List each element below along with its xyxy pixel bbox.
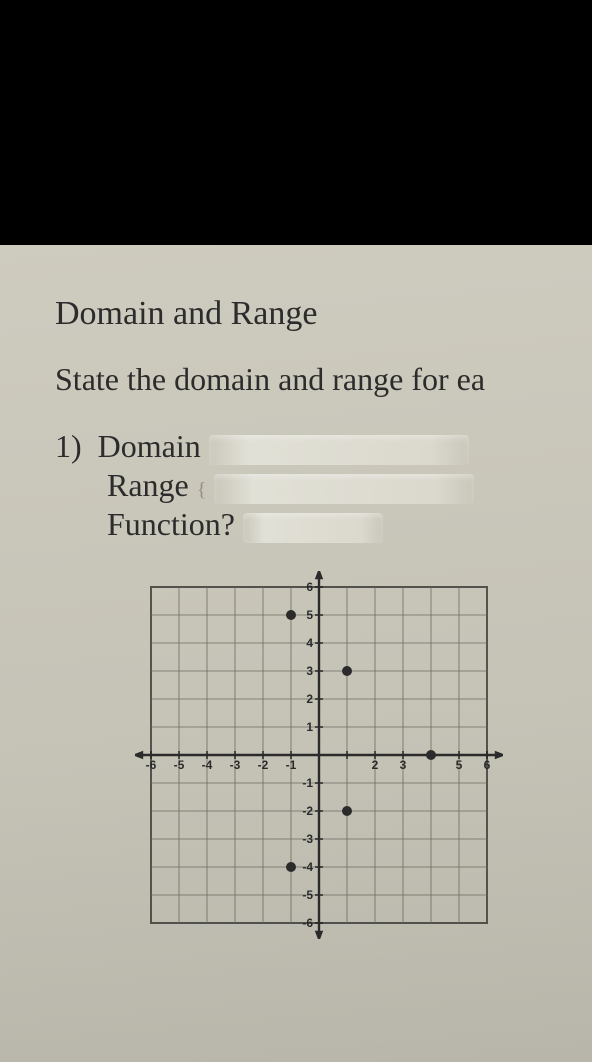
erased-answer-function [243, 513, 383, 543]
worksheet-title: Domain and Range [55, 295, 592, 333]
svg-text:2: 2 [306, 692, 313, 706]
black-letterbox [0, 0, 592, 245]
svg-text:3: 3 [306, 664, 313, 678]
erased-answer-domain [209, 435, 469, 465]
svg-text:-6: -6 [146, 758, 157, 772]
svg-text:3: 3 [400, 758, 407, 772]
svg-text:-1: -1 [286, 758, 297, 772]
domain-label: Domain [98, 428, 201, 464]
erased-answer-range [214, 474, 474, 504]
svg-text:-5: -5 [174, 758, 185, 772]
svg-text:4: 4 [306, 636, 313, 650]
svg-text:-5: -5 [302, 888, 313, 902]
svg-text:1: 1 [306, 720, 313, 734]
svg-text:-3: -3 [302, 832, 313, 846]
range-label: Range [107, 467, 189, 503]
svg-text:-6: -6 [302, 916, 313, 930]
svg-text:-4: -4 [202, 758, 213, 772]
function-label: Function? [107, 506, 235, 542]
svg-text:6: 6 [306, 580, 313, 594]
svg-text:-4: -4 [302, 860, 313, 874]
question-1: 1) Domain Range { Function? [55, 428, 592, 543]
svg-text:-3: -3 [230, 758, 241, 772]
svg-text:-1: -1 [302, 776, 313, 790]
instruction-text: State the domain and range for ea [55, 361, 592, 398]
range-brace-hint: { [197, 479, 207, 501]
worksheet-paper: Domain and Range State the domain and ra… [0, 245, 592, 1062]
svg-text:-2: -2 [302, 804, 313, 818]
svg-text:5: 5 [456, 758, 463, 772]
coordinate-grid-chart: -6 -5 -4 -3 -2 -1 2 3 5 6 -6 -5 -4 -3 -2 -1 1 2 3 4 5 6 [135, 571, 503, 939]
svg-text:-2: -2 [258, 758, 269, 772]
svg-text:2: 2 [372, 758, 379, 772]
svg-text:6: 6 [484, 758, 491, 772]
svg-text:5: 5 [306, 608, 313, 622]
question-number: 1) [55, 428, 82, 464]
